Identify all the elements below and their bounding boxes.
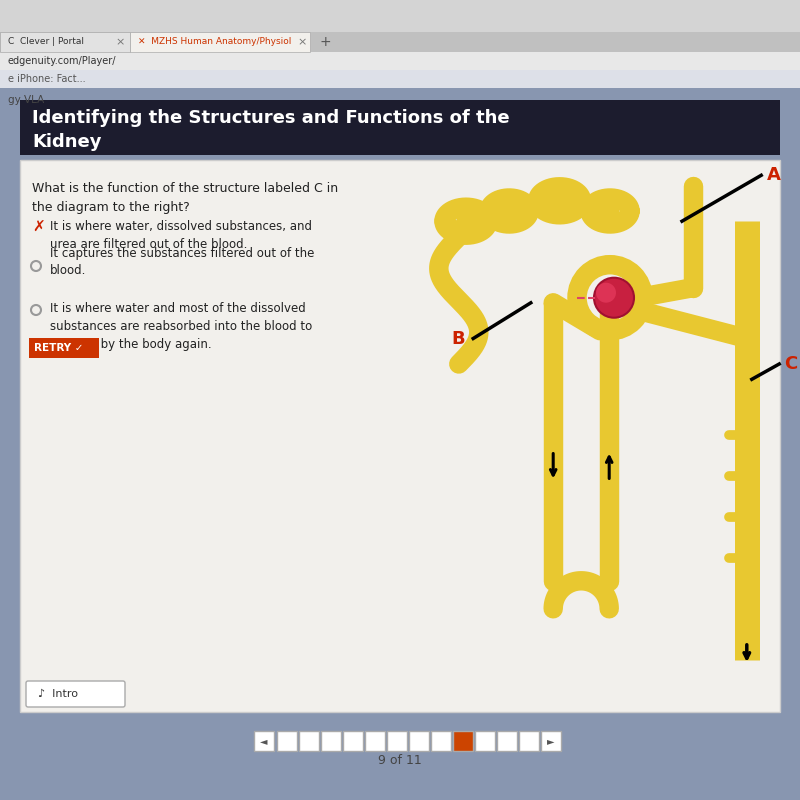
Text: edgenuity.com/Player/: edgenuity.com/Player/ [8, 56, 117, 66]
FancyBboxPatch shape [0, 32, 800, 52]
FancyBboxPatch shape [343, 731, 363, 751]
FancyBboxPatch shape [519, 731, 539, 751]
FancyBboxPatch shape [321, 731, 341, 751]
Text: Identifying the Structures and Functions of the: Identifying the Structures and Functions… [32, 109, 510, 127]
Text: C: C [784, 355, 798, 373]
Text: A: A [767, 166, 781, 184]
FancyBboxPatch shape [0, 70, 800, 88]
Text: e iPhone: Fact...: e iPhone: Fact... [8, 74, 86, 84]
Text: Kidney: Kidney [32, 133, 102, 151]
FancyBboxPatch shape [497, 731, 517, 751]
Text: ♪  Intro: ♪ Intro [38, 689, 78, 699]
Text: It captures the substances filtered out of the
blood.: It captures the substances filtered out … [50, 246, 314, 278]
FancyBboxPatch shape [0, 52, 800, 70]
FancyBboxPatch shape [365, 731, 385, 751]
FancyBboxPatch shape [299, 731, 319, 751]
FancyBboxPatch shape [475, 731, 495, 751]
Text: gy VLA: gy VLA [8, 95, 44, 105]
FancyBboxPatch shape [254, 731, 274, 751]
Text: ×: × [298, 37, 306, 47]
Text: RETRY ✓: RETRY ✓ [34, 343, 83, 353]
Text: +: + [319, 35, 331, 49]
Text: It is where water, dissolved substances, and
urea are filtered out of the blood.: It is where water, dissolved substances,… [50, 220, 312, 251]
FancyBboxPatch shape [0, 0, 800, 32]
Text: ✕  MZHS Human Anatomy/Physiol: ✕ MZHS Human Anatomy/Physiol [138, 38, 291, 46]
Circle shape [596, 282, 616, 302]
Text: ✗: ✗ [32, 220, 45, 235]
FancyBboxPatch shape [26, 681, 125, 707]
FancyBboxPatch shape [387, 731, 407, 751]
Text: It is where water and most of the dissolved
substances are reabsorbed into the b: It is where water and most of the dissol… [50, 302, 312, 351]
FancyBboxPatch shape [541, 731, 561, 751]
FancyBboxPatch shape [0, 32, 130, 52]
FancyBboxPatch shape [130, 32, 310, 52]
Text: C  Clever | Portal: C Clever | Portal [8, 38, 84, 46]
FancyBboxPatch shape [453, 731, 473, 751]
Text: ►: ► [547, 736, 554, 746]
FancyBboxPatch shape [29, 338, 99, 358]
FancyBboxPatch shape [431, 731, 451, 751]
FancyBboxPatch shape [409, 731, 429, 751]
Text: ×: × [115, 37, 125, 47]
FancyBboxPatch shape [20, 160, 780, 712]
Text: ◄: ◄ [260, 736, 268, 746]
FancyBboxPatch shape [20, 100, 780, 155]
Text: What is the function of the structure labeled C in
the diagram to the right?: What is the function of the structure la… [32, 182, 338, 214]
FancyBboxPatch shape [277, 731, 297, 751]
Circle shape [594, 278, 634, 318]
Text: 9 of 11: 9 of 11 [378, 754, 422, 766]
Text: B: B [451, 330, 466, 347]
